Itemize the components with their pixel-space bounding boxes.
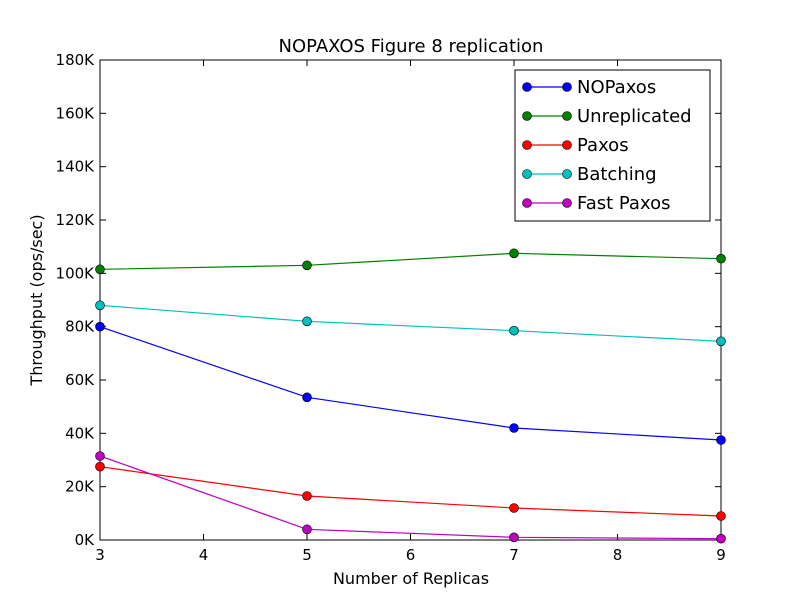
legend-marker xyxy=(562,169,572,179)
x-tick-label: 8 xyxy=(613,546,623,564)
legend-marker xyxy=(562,198,572,208)
data-point xyxy=(95,321,105,332)
series-line xyxy=(99,466,722,517)
x-tick-label: 6 xyxy=(406,546,416,564)
legend-entry: Batching xyxy=(522,164,657,185)
data-point xyxy=(95,451,105,461)
series-line xyxy=(99,252,722,270)
y-tick-label: 20K xyxy=(65,478,95,496)
series-paxos xyxy=(95,461,726,521)
series-layer xyxy=(95,248,726,544)
legend-label: Batching xyxy=(577,164,657,185)
y-tick-label: 60K xyxy=(65,371,95,389)
x-tick-label: 9 xyxy=(716,546,726,564)
data-point xyxy=(509,325,519,336)
y-tick-label: 120K xyxy=(56,211,96,229)
x-tick-label: 5 xyxy=(302,546,312,564)
legend-entry: Fast Paxos xyxy=(522,193,670,214)
legend-marker xyxy=(522,111,532,121)
legend-marker xyxy=(562,140,572,150)
x-tick-label: 7 xyxy=(509,546,519,564)
x-tick-label: 3 xyxy=(95,546,105,564)
data-point xyxy=(302,316,312,327)
legend-marker xyxy=(522,169,532,179)
y-tick-label: 40K xyxy=(65,424,95,442)
data-point xyxy=(302,392,312,403)
y-tick-label: 180K xyxy=(56,51,96,69)
x-axis-label: Number of Replicas xyxy=(333,569,489,588)
data-point xyxy=(302,524,312,535)
data-point xyxy=(302,260,312,271)
legend: NOPaxos Unreplicated Paxos Batching Fast Pax… xyxy=(514,69,711,222)
y-tick-label: 160K xyxy=(56,104,96,122)
legend-entry: NOPaxos xyxy=(522,77,656,98)
data-point xyxy=(509,532,519,543)
data-point xyxy=(509,503,519,513)
data-point xyxy=(716,533,726,544)
chart-title: NOPAXOS Figure 8 replication xyxy=(279,36,544,57)
series-fast-paxos xyxy=(95,451,726,544)
data-point xyxy=(716,253,726,264)
data-point xyxy=(509,248,519,259)
series-line xyxy=(99,326,722,441)
axis-ticks: 3 4 5 6 7 8 9 0K 20K 40K 60K 80K 100K 120K 140K 160K 180… xyxy=(56,51,726,564)
data-point xyxy=(509,423,519,433)
legend-marker xyxy=(562,111,572,121)
data-point xyxy=(302,491,312,501)
series-line xyxy=(99,455,722,540)
data-point xyxy=(716,336,726,347)
legend-marker xyxy=(522,82,532,92)
legend-label: Fast Paxos xyxy=(577,193,670,214)
x-tick-label: 4 xyxy=(199,546,209,564)
series-nopaxos xyxy=(95,321,726,445)
series-unreplicated xyxy=(95,248,726,275)
legend-label: NOPaxos xyxy=(577,77,656,98)
y-tick-label: 100K xyxy=(56,264,96,282)
y-axis-label: Throughput (ops/sec) xyxy=(27,214,46,386)
legend-entry: Paxos xyxy=(522,135,629,156)
data-point xyxy=(716,435,726,445)
data-point xyxy=(95,461,105,472)
data-point xyxy=(716,511,726,521)
y-tick-label: 140K xyxy=(56,158,96,176)
y-tick-label: 0K xyxy=(75,531,96,549)
data-point xyxy=(95,300,105,311)
legend-label: Paxos xyxy=(577,135,629,156)
legend-marker xyxy=(522,140,532,150)
y-tick-label: 80K xyxy=(65,318,95,336)
data-point xyxy=(95,264,105,275)
legend-label: Unreplicated xyxy=(577,106,692,127)
legend-marker xyxy=(562,82,572,92)
series-batching xyxy=(95,300,726,347)
series-line xyxy=(99,304,722,342)
legend-marker xyxy=(522,198,532,208)
legend-entry: Unreplicated xyxy=(522,106,692,127)
